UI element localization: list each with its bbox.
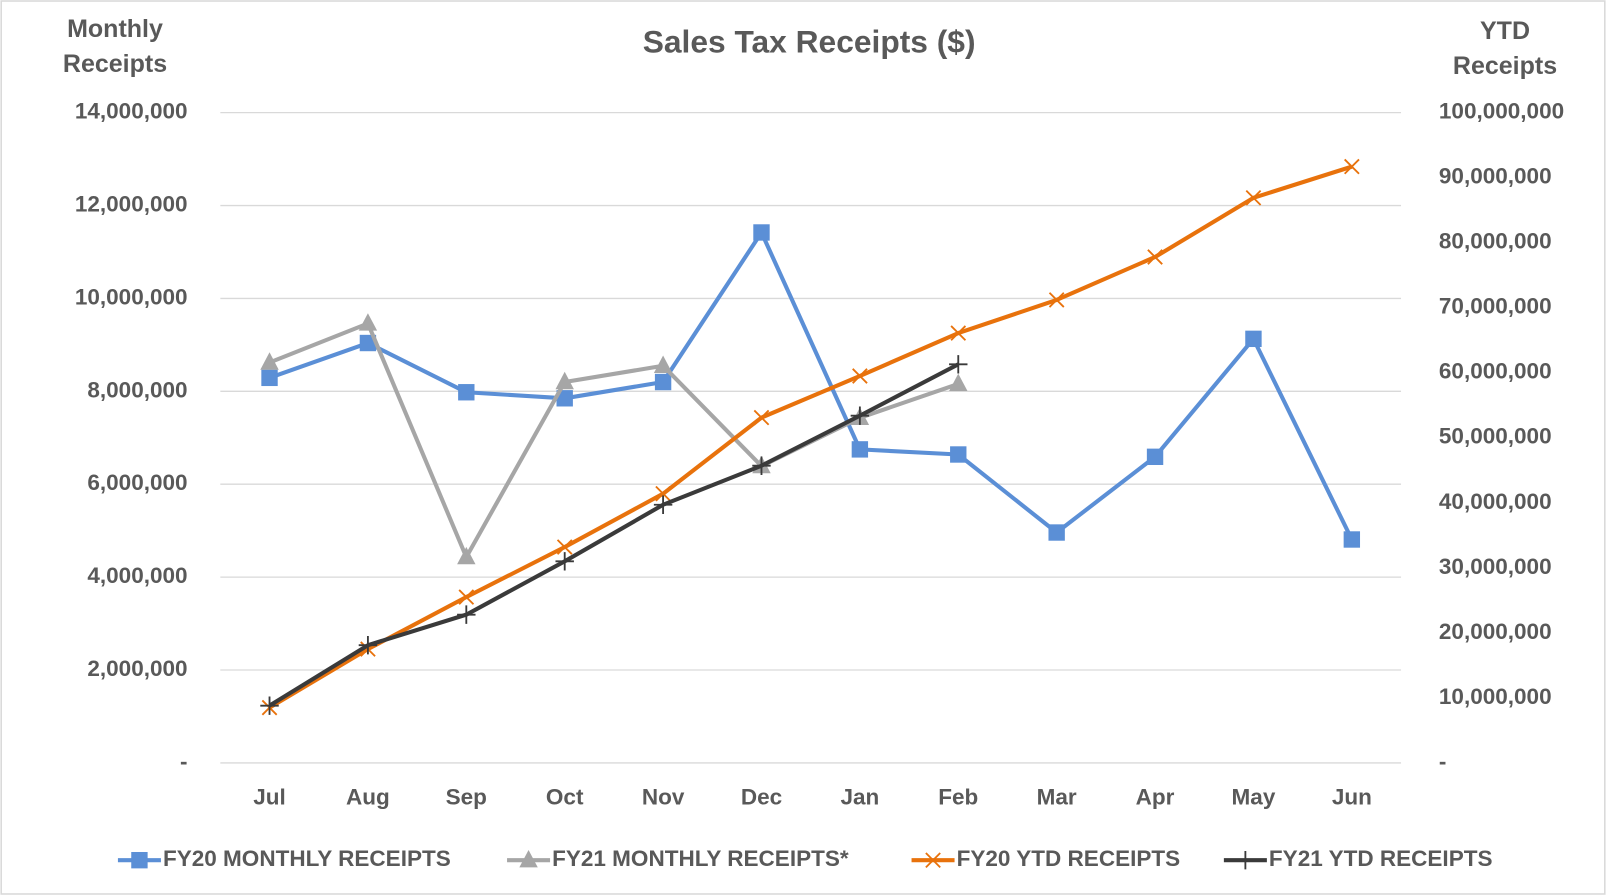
data-point — [260, 352, 279, 370]
data-point — [359, 334, 377, 352]
x-tick-label: Jun — [1332, 785, 1372, 810]
x-tick-label: Jul — [253, 785, 286, 810]
chart-title: Sales Tax Receipts ($) — [643, 23, 976, 59]
x-tick-label: Aug — [346, 785, 390, 810]
y-tick-label: 6,000,000 — [87, 470, 187, 495]
y2-tick-label: 40,000,000 — [1439, 489, 1552, 514]
data-point — [457, 605, 476, 624]
y2-axis-title: YTD Receipts — [1452, 17, 1558, 80]
series-line — [268, 164, 1353, 710]
data-point — [950, 446, 967, 463]
data-point — [556, 390, 573, 407]
data-point — [753, 224, 770, 241]
data-point — [949, 373, 968, 392]
data-point — [457, 546, 476, 565]
y2-tick-label: 60,000,000 — [1439, 359, 1552, 384]
x-tick-label: Mar — [1037, 785, 1077, 810]
data-point — [654, 373, 672, 391]
x-tick-label: Jan — [840, 785, 879, 810]
data-point — [1146, 448, 1164, 466]
y-tick-label: 2,000,000 — [87, 656, 187, 681]
y2-tick-label: 80,000,000 — [1439, 229, 1552, 254]
y-tick-label: 14,000,000 — [75, 99, 188, 124]
data-point — [1147, 249, 1163, 265]
y2-tick-label: 100,000,000 — [1439, 99, 1564, 124]
x-tick-label: Sep — [446, 785, 487, 810]
x-tick-label: Feb — [938, 785, 978, 810]
x-tick-label: Apr — [1136, 785, 1175, 810]
data-point — [556, 539, 573, 555]
data-point — [950, 325, 967, 341]
data-point — [555, 371, 574, 390]
data-point — [1245, 330, 1262, 348]
data-point — [851, 441, 869, 458]
data-point — [358, 635, 378, 655]
data-point — [949, 355, 968, 374]
y2-tick-label: 50,000,000 — [1439, 424, 1552, 449]
y-tick-label: 10,000,000 — [75, 284, 188, 309]
legend-marker — [519, 849, 538, 868]
y-tick-label: 8,000,000 — [87, 377, 187, 402]
legend-label: FY21 MONTHLY RECEIPTS* — [552, 846, 849, 871]
y2-tick-label: 90,000,000 — [1439, 164, 1552, 189]
legend-label: FY20 MONTHLY RECEIPTS — [163, 846, 451, 871]
data-point — [655, 485, 671, 502]
data-point — [458, 589, 475, 605]
data-point — [753, 409, 770, 426]
data-point — [1048, 524, 1065, 541]
data-point — [852, 368, 868, 384]
data-point — [458, 384, 475, 401]
y2-tick-label: 20,000,000 — [1439, 619, 1552, 644]
y2-tick-label: 30,000,000 — [1439, 554, 1552, 579]
x-tick-label: Nov — [642, 785, 685, 810]
data-point — [653, 495, 673, 514]
data-point — [1245, 190, 1262, 206]
y2-tick-label: - — [1439, 749, 1447, 774]
data-point — [752, 456, 771, 475]
data-point — [358, 313, 378, 331]
y-tick-label: 12,000,000 — [75, 191, 188, 216]
x-tick-label: Oct — [546, 785, 584, 810]
y-axis-title: Monthly Receipts — [62, 15, 168, 78]
data-point — [1344, 158, 1360, 175]
data-point — [1343, 531, 1361, 548]
legend-label: FY20 YTD RECEIPTS — [957, 846, 1181, 871]
data-point — [850, 406, 870, 425]
legend-marker — [1236, 850, 1255, 870]
data-point — [260, 696, 279, 715]
legend-marker — [925, 852, 941, 869]
data-point — [261, 369, 278, 387]
legend-label: FY21 YTD RECEIPTS — [1269, 846, 1493, 871]
y2-tick-label: 70,000,000 — [1439, 294, 1552, 319]
y2-tick-label: 10,000,000 — [1439, 684, 1552, 709]
series-line — [268, 362, 960, 708]
x-tick-label: Dec — [741, 785, 782, 810]
y-tick-label: - — [180, 749, 188, 774]
y-tick-label: 4,000,000 — [87, 563, 187, 588]
data-point — [555, 552, 574, 571]
x-tick-label: May — [1232, 785, 1276, 810]
data-point — [1048, 292, 1065, 308]
series-line — [268, 230, 1354, 541]
data-point — [653, 355, 673, 373]
legend-marker — [131, 851, 148, 869]
